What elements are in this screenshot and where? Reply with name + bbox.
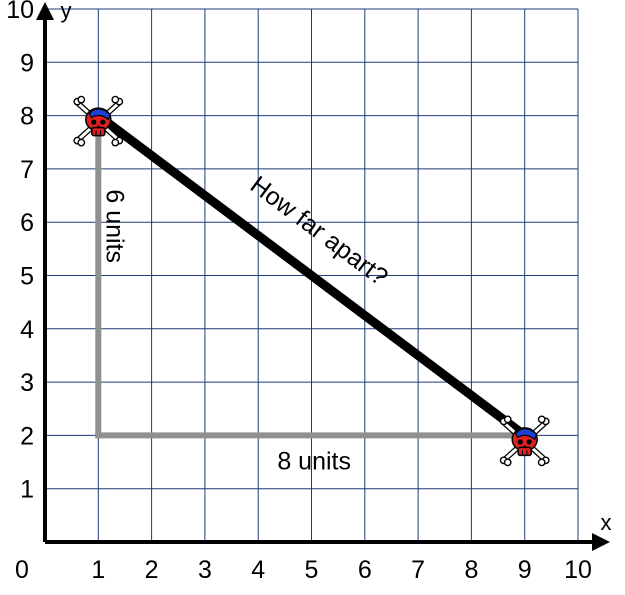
y-tick-label-1: 1 xyxy=(20,476,34,504)
x-tick-label-1: 1 xyxy=(91,556,105,584)
x-tick-label-8: 8 xyxy=(464,556,478,584)
x-tick-label-0: 0 xyxy=(15,556,29,584)
tick-labels: 0 1 2 3 4 5 6 7 8 9 10 1 2 3 4 5 6 7 8 9 10 xyxy=(6,0,592,584)
hypotenuse-label: How far apart? xyxy=(245,171,393,292)
y-tick-label-5: 5 xyxy=(20,263,34,291)
y-tick-label-2: 2 xyxy=(20,422,34,450)
y-tick-label-8: 8 xyxy=(20,103,34,131)
hypotenuse-layer xyxy=(93,111,530,440)
x-tick-label-3: 3 xyxy=(198,556,212,584)
axes xyxy=(36,2,610,551)
y-tick-label-6: 6 xyxy=(20,209,34,237)
hypotenuse-line xyxy=(93,111,530,440)
x-tick-label-10: 10 xyxy=(564,556,592,584)
y-axis-arrowhead xyxy=(36,2,54,20)
y-tick-label-9: 9 xyxy=(20,49,34,77)
y-tick-label-10: 10 xyxy=(6,0,34,24)
x-axis-arrowhead xyxy=(592,533,610,551)
horizontal-leg-label: 8 units xyxy=(277,447,351,475)
y-tick-label-3: 3 xyxy=(20,369,34,397)
y-tick-label-4: 4 xyxy=(20,316,34,344)
triangle-legs xyxy=(95,112,528,439)
vertical-leg-label: 6 units xyxy=(100,189,128,263)
x-tick-label-7: 7 xyxy=(411,556,425,584)
x-tick-label-9: 9 xyxy=(518,556,532,584)
x-tick-label-5: 5 xyxy=(305,556,319,584)
x-tick-label-4: 4 xyxy=(251,556,265,584)
x-tick-label-6: 6 xyxy=(358,556,372,584)
y-axis-label: y xyxy=(61,0,72,23)
x-axis-label: x xyxy=(601,510,612,535)
y-tick-label-7: 7 xyxy=(20,156,34,184)
x-tick-label-2: 2 xyxy=(145,556,159,584)
